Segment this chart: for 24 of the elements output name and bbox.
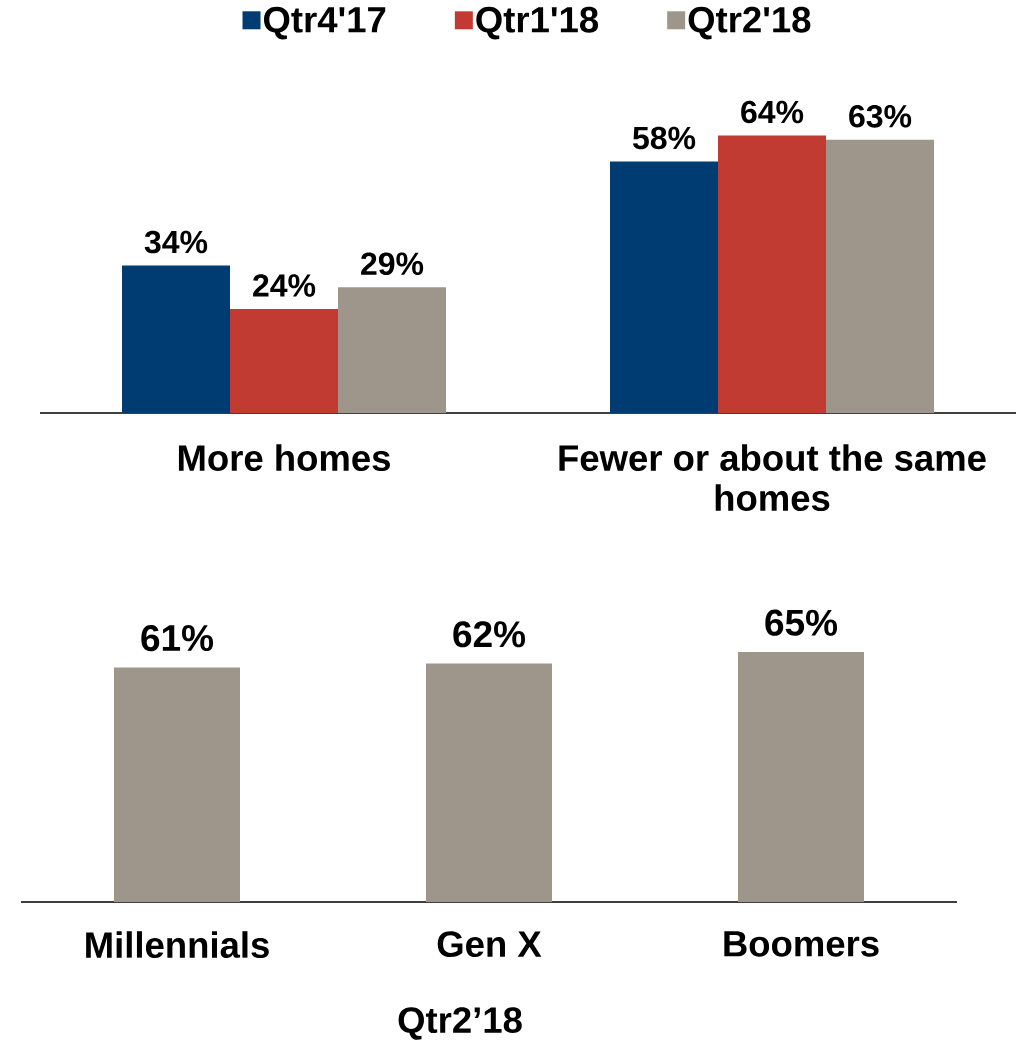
data-label: 29% xyxy=(361,252,424,276)
legend-label: Qtr4'17 xyxy=(264,6,386,40)
bar xyxy=(230,308,338,413)
x-tick-label: Gen X xyxy=(437,931,542,958)
bar xyxy=(610,161,718,413)
data-label: 61% xyxy=(141,624,214,652)
data-label: 58% xyxy=(632,126,696,150)
x-tick-label: More homes xyxy=(178,444,390,471)
data-label: 65% xyxy=(765,609,838,636)
bar xyxy=(338,287,446,413)
x-tick-label: Boomers xyxy=(724,931,879,957)
bar xyxy=(718,135,827,413)
x-axis-title: Qtr2’18 xyxy=(398,1007,522,1040)
bar xyxy=(122,265,230,413)
bar xyxy=(826,139,935,413)
data-label: 34% xyxy=(144,230,208,254)
data-label: 62% xyxy=(453,621,526,648)
data-label: 24% xyxy=(253,274,316,297)
data-label: 64% xyxy=(741,100,804,124)
legend-label: Qtr1'18 xyxy=(476,6,599,40)
x-tick-label: Millennials xyxy=(86,931,269,959)
legend-label: Qtr2'18 xyxy=(688,6,811,40)
data-label: 63% xyxy=(849,104,912,128)
x-tick-label: Fewer or about the same homes xyxy=(559,444,986,511)
